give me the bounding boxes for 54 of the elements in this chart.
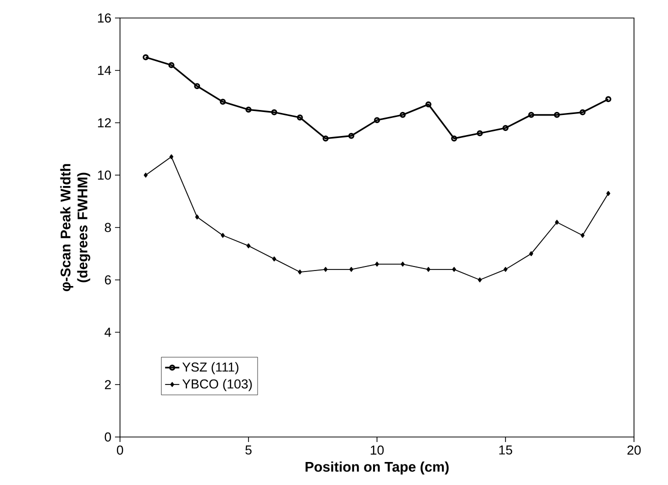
point [504,266,508,272]
point [375,262,379,267]
point [298,270,302,274]
point [528,112,534,118]
point [272,256,276,262]
point [452,266,456,272]
y-tick-label: 10 [98,170,111,180]
point [194,83,200,90]
y-tick-label: 8 [104,222,111,232]
point [324,266,328,272]
point [246,243,250,248]
point [220,98,226,105]
point [220,232,225,238]
point [374,117,380,124]
x-axis-title: Position on Tape (cm) [306,462,449,475]
point [451,135,458,142]
y-tick-label: 4 [104,328,112,337]
point [529,251,534,256]
y-axis-title: φ-Scan Peak Width (degrees FWHM) [60,164,90,292]
point [400,112,406,118]
x-tick-label: 15 [499,446,512,455]
point [246,106,252,113]
y-tick-label: 2 [104,380,111,390]
point [606,191,610,196]
point [348,132,354,139]
point [478,277,482,282]
y-tick-label: 12 [98,118,111,128]
x-tick-label: 5 [245,446,252,455]
point [426,266,430,272]
point [502,124,509,131]
point [400,262,405,267]
y-tick-label: 0 [104,432,111,442]
x-tick-label: 0 [116,446,124,455]
point [169,154,174,160]
point [425,101,432,108]
point [296,114,303,121]
point [580,109,586,116]
point [349,266,354,272]
point [195,214,200,220]
legend-label: YBCO (103) [182,379,252,392]
point [322,135,329,142]
y-tick-label: 16 [98,13,111,23]
point [554,220,559,225]
y-tick-label: 14 [98,66,112,75]
point [580,232,585,238]
x-tick-label: 20 [627,446,641,455]
point [168,62,174,68]
y-tick-label: 6 [104,275,111,284]
point [144,172,148,178]
point [271,109,278,116]
legend-label: YSZ (111) [182,362,238,374]
x-tick-label: 10 [370,446,384,455]
point [476,130,483,136]
point [554,112,560,118]
